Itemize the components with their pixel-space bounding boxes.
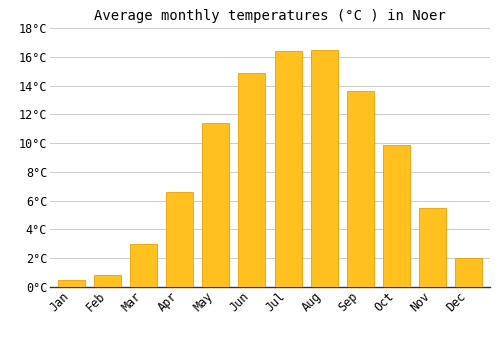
Title: Average monthly temperatures (°C ) in Noer: Average monthly temperatures (°C ) in No… [94,9,446,23]
Bar [455,258,482,287]
Bar [274,51,301,287]
Bar [310,50,338,287]
Bar [382,145,410,287]
Bar [346,91,374,287]
Bar [166,192,194,287]
Bar [94,275,121,287]
Bar [238,72,266,287]
Bar [58,280,85,287]
Bar [419,208,446,287]
Bar [130,244,158,287]
Bar [202,123,230,287]
